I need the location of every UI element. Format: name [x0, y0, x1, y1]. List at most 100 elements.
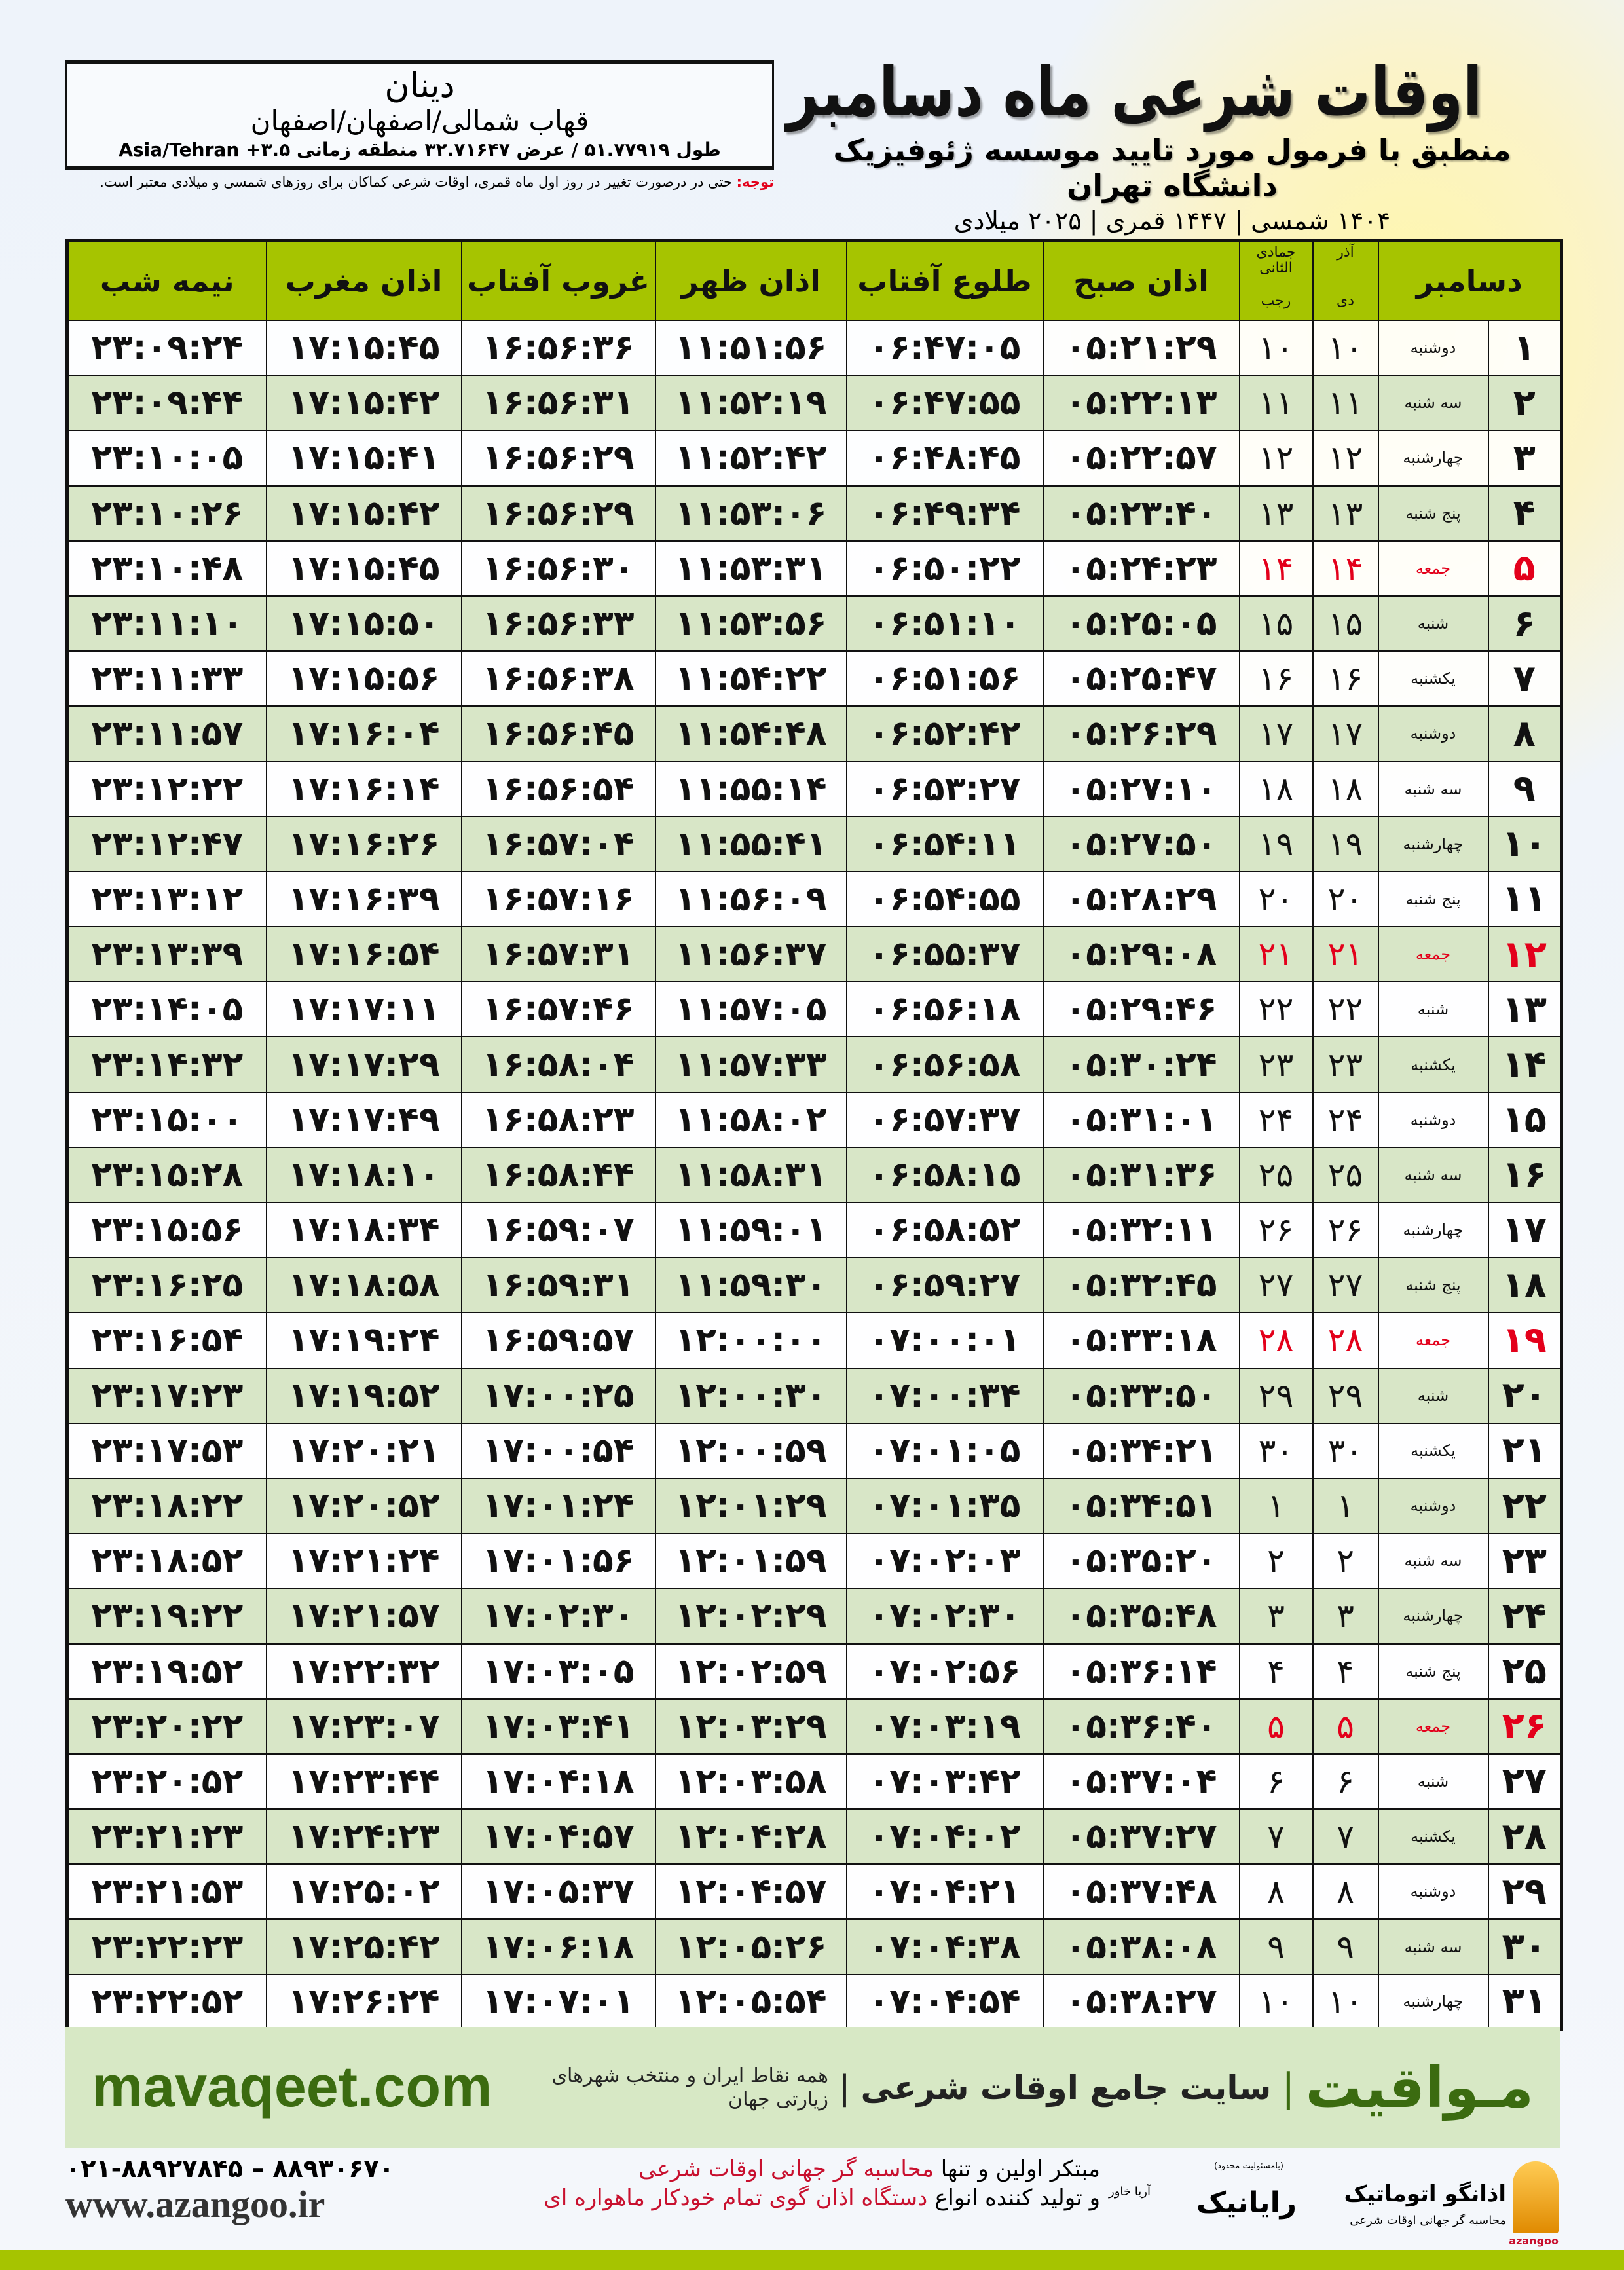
dhuhr-time: ۱۲:۰۰:۳۰ — [654, 1367, 847, 1424]
weekday: چهارشنبه — [1377, 815, 1489, 872]
fajr-time: ۰۵:۳۷:۴۸ — [1042, 1863, 1240, 1920]
lunar-day: ۲۷ — [1238, 1257, 1314, 1314]
weekday: دوشنبه — [1377, 1477, 1489, 1535]
sunset-time: ۱۷:۰۳:۰۵ — [460, 1643, 656, 1700]
sunrise-time: ۰۶:۵۳:۲۷ — [845, 760, 1044, 817]
sunset-time: ۱۶:۵۶:۳۶ — [460, 319, 656, 377]
maghrib-time: ۱۷:۲۴:۲۳ — [265, 1808, 462, 1865]
day-number: ۲۱ — [1487, 1422, 1562, 1479]
slogan-line1-highlight: محاسبه گر جهانی اوقات شرعی — [638, 2156, 934, 2182]
midnight-time: ۲۳:۱۹:۲۲ — [66, 1588, 267, 1645]
midnight-time: ۲۳:۰۹:۴۴ — [66, 375, 267, 432]
maghrib-time: ۱۷:۲۳:۴۴ — [265, 1753, 462, 1810]
table-row: ۱۴ یکشنبه ۲۳ ۲۳ ۰۵:۳۰:۲۴ ۰۶:۵۶:۵۸ ۱۱:۵۷:۳۳ ۱۶:۵… — [66, 1036, 1562, 1093]
dhuhr-time: ۱۱:۵۳:۰۶ — [654, 485, 847, 542]
banner-reach-text: همه نقاط ایران و منتخب شهرهای زیارتی جها… — [551, 2064, 828, 2111]
lunar-day: ۱۹ — [1238, 815, 1314, 872]
midnight-time: ۲۳:۱۱:۱۰ — [66, 595, 267, 652]
day-number: ۸ — [1487, 705, 1562, 762]
table-row: ۱ دوشنبه ۱۰ ۱۰ ۰۵:۲۱:۲۹ ۰۶:۴۷:۰۵ ۱۱:۵۱:۵۶ ۱۶:۵۶… — [66, 319, 1562, 377]
mavaqeet-logo: مـواقیت — [1305, 2055, 1534, 2121]
weekday: شنبه — [1377, 595, 1489, 652]
weekday: دوشنبه — [1377, 1091, 1489, 1148]
contact-info: ۰۲۱-۸۸۹۲۷۸۴۵ – ۸۸۹۳۰۶۷۰ www.azangoo.ir — [65, 2153, 445, 2225]
sunset-time: ۱۷:۰۴:۵۷ — [460, 1808, 656, 1865]
dhuhr-time: ۱۲:۰۳:۲۹ — [654, 1698, 847, 1755]
table-row: ۱۷ چهارشنبه ۲۶ ۲۶ ۰۵:۳۲:۱۱ ۰۶:۵۸:۵۲ ۱۱:۵۹:۰۱ ۱۶… — [66, 1201, 1562, 1259]
sunset-time: ۱۶:۵۸:۰۴ — [460, 1036, 656, 1093]
table-row: ۲۱ یکشنبه ۳۰ ۳۰ ۰۵:۳۴:۲۱ ۰۷:۰۱:۰۵ ۱۲:۰۰:۵۹ ۱۷:۰… — [66, 1422, 1562, 1479]
day-number: ۱۷ — [1487, 1201, 1562, 1259]
dhuhr-time: ۱۲:۰۱:۲۹ — [654, 1477, 847, 1535]
page-title-line: اوقات شرعی ماه دسامبر — [786, 51, 1559, 132]
slogan-line2-highlight: دستگاه اذان گوی تمام خودکار ماهواره ای — [544, 2185, 928, 2211]
midnight-time: ۲۳:۱۵:۰۰ — [66, 1091, 267, 1148]
day-number: ۲ — [1487, 375, 1562, 432]
day-number: ۱ — [1487, 319, 1562, 377]
sunrise-time: ۰۶:۵۱:۵۶ — [845, 650, 1044, 707]
sunrise-time: ۰۶:۵۶:۵۸ — [845, 1036, 1044, 1093]
azangoo-website[interactable]: www.azangoo.ir — [65, 2183, 325, 2225]
col-maghrib: اذان مغرب — [265, 240, 462, 320]
weekday: سه شنبه — [1377, 375, 1489, 432]
solar-day: ۲۷ — [1312, 1257, 1379, 1314]
solar-day: ۲۶ — [1312, 1201, 1379, 1259]
day-number: ۲۸ — [1487, 1808, 1562, 1865]
page-subtitle: منطبق با فرمول مورد تایید موسسه ژئوفیزیک… — [833, 132, 1511, 203]
page-header: اوقات شرعی ماه دسامبر منطبق با فرمول مور… — [786, 51, 1559, 236]
table-row: ۷ یکشنبه ۱۶ ۱۶ ۰۵:۲۵:۴۷ ۰۶:۵۱:۵۶ ۱۱:۵۴:۲۲ ۱۶:۵۶… — [66, 650, 1562, 707]
dhuhr-time: ۱۱:۵۸:۳۱ — [654, 1146, 847, 1204]
sunrise-time: ۰۷:۰۲:۰۳ — [845, 1533, 1044, 1590]
raianik-logo: (بامسئولیت محدود) رایانیک آریا خاور — [1107, 2161, 1297, 2240]
mavaqeet-url[interactable]: mavaqeet.com — [92, 2054, 492, 2119]
weekday: سه شنبه — [1377, 760, 1489, 817]
midnight-time: ۲۳:۱۶:۵۴ — [66, 1312, 267, 1369]
solar-day: ۱۰ — [1312, 319, 1379, 377]
table-row: ۲۵ پنج شنبه ۴ ۴ ۰۵:۳۶:۱۴ ۰۷:۰۲:۵۶ ۱۲:۰۲:۵۹ ۱۷:۰… — [66, 1643, 1562, 1700]
footer-slogan: مبتکر اولین و تنها محاسبه گر جهانی اوقات… — [458, 2155, 1100, 2212]
solar-day: ۱۱ — [1312, 375, 1379, 432]
sunrise-time: ۰۷:۰۲:۳۰ — [845, 1588, 1044, 1645]
sunrise-time: ۰۶:۵۹:۲۷ — [845, 1257, 1044, 1314]
sunset-time: ۱۶:۵۷:۴۶ — [460, 981, 656, 1038]
solar-day: ۱ — [1312, 1477, 1379, 1535]
dhuhr-time: ۱۱:۵۹:۰۱ — [654, 1201, 847, 1259]
dhuhr-time: ۱۱:۵۲:۴۲ — [654, 430, 847, 487]
dome-icon — [1513, 2161, 1559, 2233]
sunrise-time: ۰۶:۵۷:۳۷ — [845, 1091, 1044, 1148]
fajr-time: ۰۵:۲۳:۴۰ — [1042, 485, 1240, 542]
sunset-time: ۱۷:۰۱:۲۴ — [460, 1477, 656, 1535]
midnight-time: ۲۳:۱۹:۵۲ — [66, 1643, 267, 1700]
weekday: پنج شنبه — [1377, 1257, 1489, 1314]
dhuhr-time: ۱۱:۵۴:۲۲ — [654, 650, 847, 707]
raianik-note: (بامسئولیت محدود) — [1214, 2161, 1283, 2171]
dhuhr-time: ۱۱:۵۹:۳۰ — [654, 1257, 847, 1314]
maghrib-time: ۱۷:۱۷:۱۱ — [265, 981, 462, 1038]
midnight-time: ۲۳:۱۸:۵۲ — [66, 1533, 267, 1590]
day-number: ۲۰ — [1487, 1367, 1562, 1424]
maghrib-time: ۱۷:۲۳:۰۷ — [265, 1698, 462, 1755]
notice: توجه: حتی در درصورت تغییر در روز اول ماه… — [65, 174, 774, 190]
solar-day: ۹ — [1312, 1918, 1379, 1975]
fajr-time: ۰۵:۳۰:۲۴ — [1042, 1036, 1240, 1093]
bottom-bar — [0, 2250, 1624, 2270]
sunset-time: ۱۷:۰۱:۵۶ — [460, 1533, 656, 1590]
weekday: شنبه — [1377, 1367, 1489, 1424]
table-row: ۵ جمعه ۱۴ ۱۴ ۰۵:۲۴:۲۳ ۰۶:۵۰:۲۲ ۱۱:۵۳:۳۱ ۱۶:۵۶:۳… — [66, 540, 1562, 597]
fajr-time: ۰۵:۲۹:۰۸ — [1042, 926, 1240, 983]
table-row: ۱۸ پنج شنبه ۲۷ ۲۷ ۰۵:۳۲:۴۵ ۰۶:۵۹:۲۷ ۱۱:۵۹:۳۰ ۱۶… — [66, 1257, 1562, 1314]
sunset-time: ۱۶:۵۷:۳۱ — [460, 926, 656, 983]
col-sunrise: طلوع آفتاب — [845, 240, 1043, 320]
day-number: ۳۱ — [1487, 1973, 1562, 2030]
table-row: ۱۳ شنبه ۲۲ ۲۲ ۰۵:۲۹:۴۶ ۰۶:۵۶:۱۸ ۱۱:۵۷:۰۵ ۱۶:۵۷:… — [66, 981, 1562, 1038]
maghrib-time: ۱۷:۱۸:۵۸ — [265, 1257, 462, 1314]
dhuhr-time: ۱۲:۰۵:۵۴ — [654, 1973, 847, 2030]
midnight-time: ۲۳:۱۰:۰۵ — [66, 430, 267, 487]
city-coordinates: طول ۵۱.۷۷۹۱۹ / عرض ۳۲.۷۱۶۴۷ منطقه زمانی … — [119, 139, 721, 160]
midnight-time: ۲۳:۱۵:۵۶ — [66, 1201, 267, 1259]
fajr-time: ۰۵:۳۱:۳۶ — [1042, 1146, 1240, 1204]
dhuhr-time: ۱۲:۰۲:۵۹ — [654, 1643, 847, 1700]
table-row: ۱۰ چهارشنبه ۱۹ ۱۹ ۰۵:۲۷:۵۰ ۰۶:۵۴:۱۱ ۱۱:۵۵:۴۱ ۱۶… — [66, 815, 1562, 872]
lunar-day: ۳ — [1238, 1588, 1314, 1645]
dhuhr-time: ۱۲:۰۲:۲۹ — [654, 1588, 847, 1645]
